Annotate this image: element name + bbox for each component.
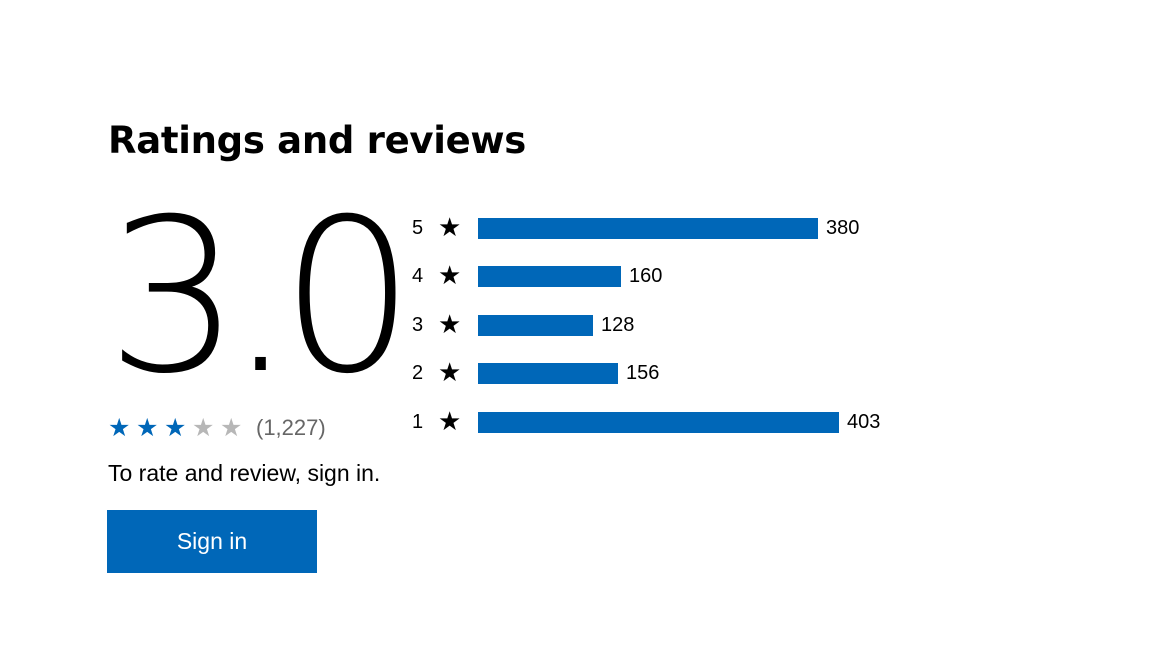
distribution-count: 128 (601, 313, 635, 336)
average-rating: 3.0 (106, 173, 415, 420)
star-rating: ★ ★ ★ ★ ★ (108, 414, 248, 442)
star-level-label: 4 (412, 264, 424, 287)
star-level-label: 3 (412, 313, 424, 336)
distribution-row-5: 5 ★ 380 (412, 213, 859, 243)
star-filled-icon: ★ (136, 413, 159, 442)
star-icon: ★ (438, 358, 462, 388)
star-filled-icon: ★ (164, 413, 187, 442)
distribution-bar (478, 362, 618, 384)
star-icon: ★ (438, 213, 462, 243)
distribution-row-2: 2 ★ 156 (412, 358, 659, 388)
sign-in-button[interactable]: Sign in (107, 510, 317, 573)
star-empty-icon: ★ (220, 413, 243, 442)
star-level-label: 2 (412, 361, 424, 384)
star-icon: ★ (438, 310, 462, 340)
section-title: Ratings and reviews (108, 119, 526, 162)
distribution-bar (478, 314, 593, 336)
star-level-label: 5 (412, 216, 424, 239)
distribution-row-4: 4 ★ 160 (412, 261, 662, 291)
distribution-count: 403 (847, 410, 881, 433)
star-empty-icon: ★ (192, 413, 215, 442)
distribution-bar (478, 217, 818, 239)
distribution-row-1: 1 ★ 403 (412, 407, 880, 437)
star-icon: ★ (438, 407, 462, 437)
average-stars: ★ ★ ★ ★ ★ (1,227) (108, 412, 326, 444)
distribution-row-3: 3 ★ 128 (412, 310, 634, 340)
distribution-count: 160 (629, 264, 663, 287)
distribution-bar (478, 265, 621, 287)
star-filled-icon: ★ (108, 413, 131, 442)
signin-prompt: To rate and review, sign in. (108, 460, 381, 486)
distribution-count: 380 (826, 216, 860, 239)
review-count: (1,227) (256, 415, 326, 440)
star-icon: ★ (438, 261, 462, 291)
distribution-count: 156 (626, 361, 660, 384)
distribution-bar (478, 411, 839, 433)
star-level-label: 1 (412, 410, 424, 433)
